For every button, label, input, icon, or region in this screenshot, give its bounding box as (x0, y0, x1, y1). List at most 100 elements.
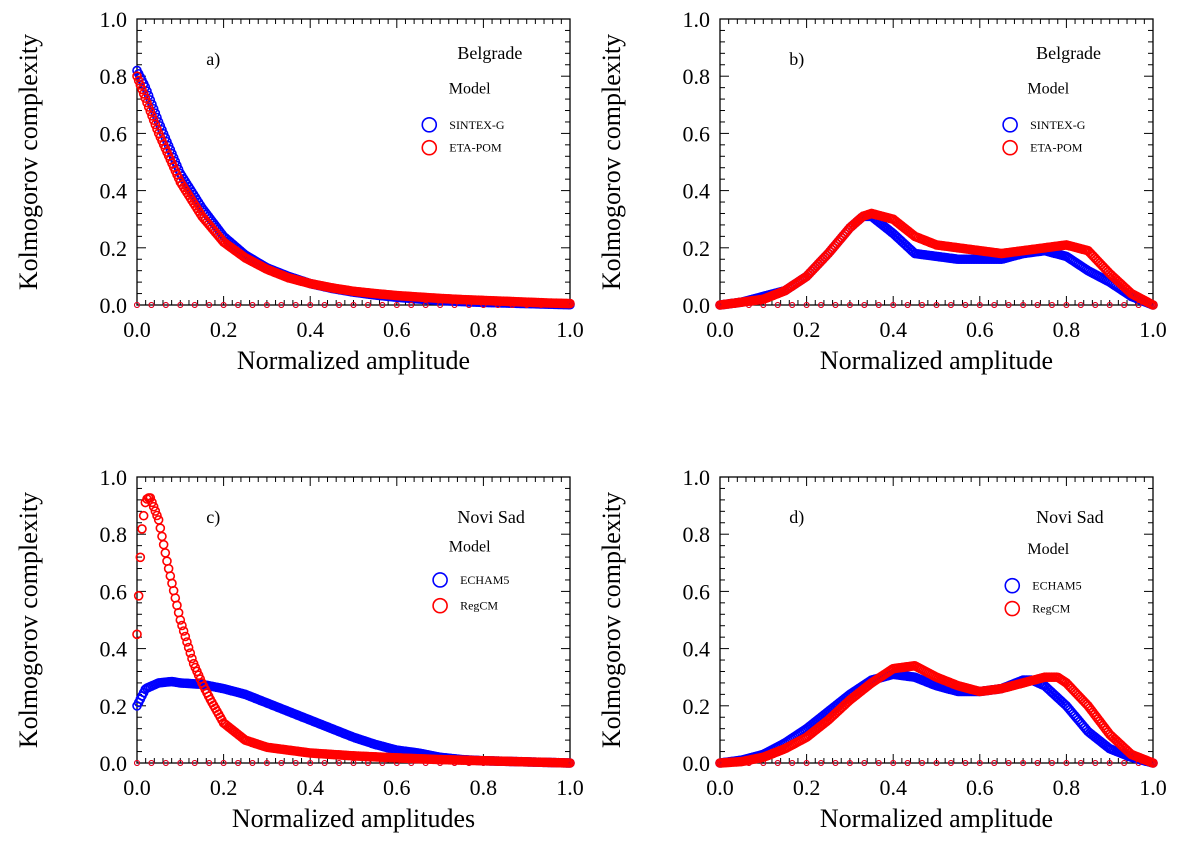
data-point (565, 758, 575, 768)
data-point (157, 531, 167, 542)
baseline-point (875, 760, 882, 766)
baseline-point (567, 302, 573, 308)
x-axis-label: Normalized amplitude (237, 346, 470, 375)
legend-label-eta-pom: ETA-POM (1030, 141, 1083, 155)
baseline-point (437, 760, 444, 766)
legend-title: Model (1027, 80, 1069, 97)
baseline-point (1005, 302, 1012, 308)
y-tick-label: 0.8 (683, 64, 711, 89)
legend-title: Model (1027, 541, 1069, 558)
baseline-point (263, 302, 270, 308)
baseline-point (745, 302, 752, 308)
data-point (133, 590, 144, 601)
baseline-point (321, 760, 328, 766)
baseline-point (379, 760, 386, 766)
x-tick-label: 0.0 (706, 775, 734, 800)
baseline-point (220, 302, 227, 308)
data-point (177, 620, 187, 631)
y-tick-label: 0.4 (683, 637, 711, 662)
series-regcm (132, 493, 575, 768)
data-point (160, 548, 171, 558)
baseline-point (350, 760, 357, 766)
data-point (155, 523, 166, 533)
data-point (140, 93, 151, 103)
baseline-point (1034, 302, 1041, 308)
x-tick-label: 1.0 (1139, 775, 1167, 800)
baseline-point (875, 302, 882, 308)
chart-panel-1: 0.0 0.2 0.4 0.6 0.8 1.0 0.0 0.2 0.4 0.6 0.8 1.0 Norm… (14, 7, 584, 375)
legend-label-echam5: ECHAM5 (1032, 579, 1081, 593)
baseline-point (1020, 760, 1027, 766)
x-axis-label: Normalized amplitude (820, 346, 1053, 375)
baseline-point (480, 760, 487, 766)
data-point (187, 653, 197, 664)
data-point (145, 106, 156, 117)
data-point (152, 124, 162, 134)
data-point (145, 493, 156, 503)
y-axis-label: Kolmogorov complexity (14, 492, 43, 748)
data-point (147, 111, 157, 121)
y-tick-label: 0.8 (100, 64, 128, 89)
baseline-point (861, 760, 868, 766)
data-point (178, 626, 189, 636)
baseline-point (1106, 302, 1113, 308)
baseline-point (1077, 760, 1084, 766)
x-tick-label: 0.2 (793, 317, 821, 342)
baseline-point (465, 302, 472, 308)
panels: 0.0 0.2 0.4 0.6 0.8 1.0 0.0 0.2 0.4 0.6 0.8 1.0 Norm… (14, 7, 1167, 833)
baseline-point (393, 302, 400, 308)
baseline-point (350, 302, 357, 308)
x-tick-label: 0.8 (1053, 317, 1081, 342)
baseline-point (162, 760, 169, 766)
baseline-point (364, 302, 371, 308)
data-point (185, 648, 196, 658)
legend-marker-sintex-g (1002, 117, 1018, 133)
baseline-point (307, 302, 314, 308)
baseline-point (494, 760, 501, 766)
x-axis-label: Normalized amplitudes (232, 804, 475, 833)
y-tick-label: 0.4 (100, 637, 128, 662)
data-point (133, 75, 144, 86)
y-tick-label: 0.2 (100, 694, 128, 719)
chart-panel-4: 0.0 0.2 0.4 0.6 0.8 1.0 0.0 0.2 0.4 0.6 0.8 1.0 Norm… (597, 465, 1167, 833)
baseline-point (1063, 760, 1070, 766)
baseline-point (832, 760, 839, 766)
baseline-point (1077, 302, 1084, 308)
baseline-point (1092, 302, 1099, 308)
data-point (147, 497, 157, 508)
baseline-point (422, 760, 429, 766)
baseline-point (1150, 302, 1156, 308)
legend-marker-echam5 (432, 572, 448, 588)
baseline-point (789, 302, 796, 308)
baseline-point (538, 302, 545, 308)
data-point (135, 552, 146, 563)
baseline-point (832, 302, 839, 308)
baseline-point (177, 760, 184, 766)
legend-marker-sintex-g (421, 117, 438, 133)
baseline-point (1020, 302, 1027, 308)
legend-marker-regcm (432, 597, 448, 614)
baseline-point (191, 760, 198, 766)
baseline-point (760, 760, 767, 766)
baseline-point (307, 760, 314, 766)
baseline-point (846, 760, 853, 766)
data-point (1148, 300, 1158, 310)
baseline-point (991, 302, 998, 308)
baseline-point (1048, 302, 1055, 308)
x-tick-label: 0.4 (296, 775, 324, 800)
baseline-point (760, 302, 767, 308)
baseline-point (818, 302, 825, 308)
x-tick-label: 0.8 (470, 317, 498, 342)
legend-title: Model (449, 80, 491, 97)
baseline-point (278, 302, 285, 308)
baseline-point (919, 760, 926, 766)
data-point (182, 637, 192, 647)
series-eta-pom (715, 208, 1158, 310)
baseline-point (731, 302, 738, 308)
baseline-point (933, 302, 940, 308)
data-point (150, 506, 161, 516)
legend-label-regcm: RegCM (460, 599, 498, 613)
baseline-point (1106, 760, 1113, 766)
baseline-point (538, 760, 545, 766)
data-point (143, 102, 154, 112)
